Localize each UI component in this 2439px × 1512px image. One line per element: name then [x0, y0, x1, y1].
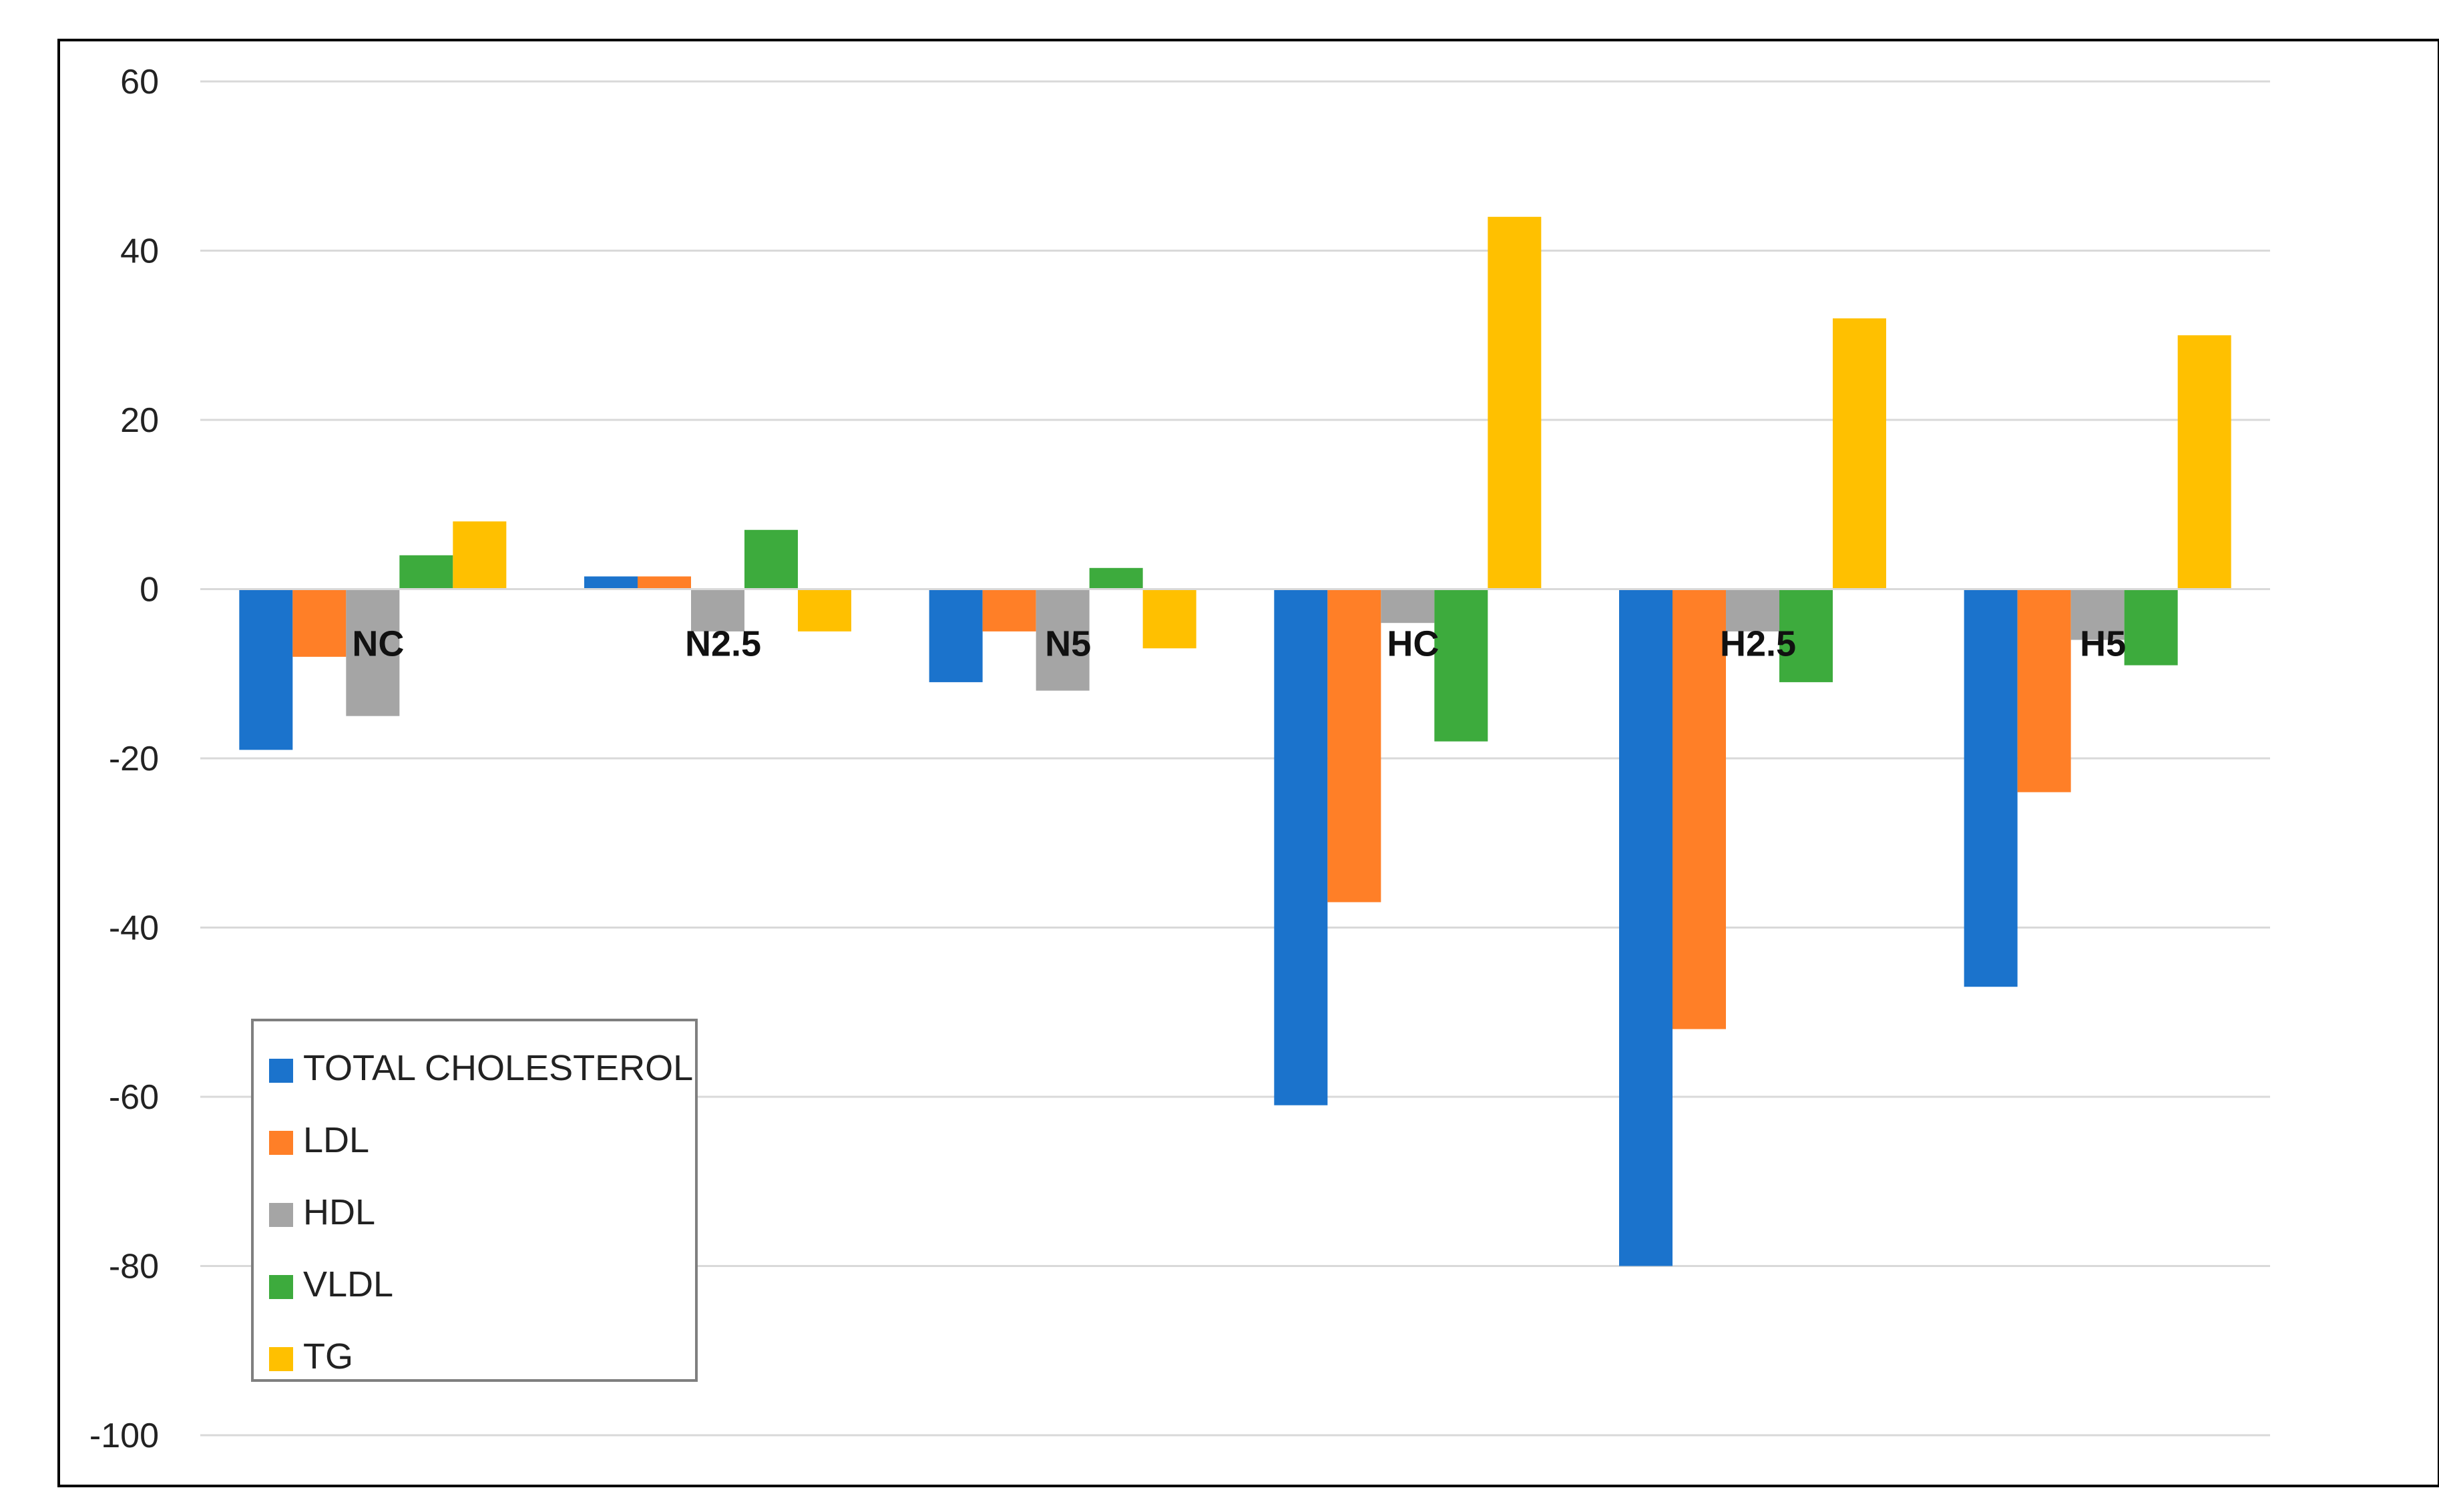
legend-label: VLDL: [303, 1264, 393, 1304]
bar-ldl-h5: [2017, 589, 2071, 792]
y-tick-label: -20: [109, 740, 159, 778]
bar-vldl-n5: [1089, 567, 1143, 589]
bar-total-cholesterol-h2-5: [1619, 589, 1673, 1266]
y-tick-label: 40: [120, 232, 159, 271]
bar-ldl-hc: [1327, 589, 1381, 903]
category-label: HC: [1387, 624, 1439, 664]
bar-vldl-h5: [2124, 589, 2178, 666]
y-tick-label: 60: [120, 63, 159, 101]
category-labels: NC N2.5 N5 HC H2.5 H5: [352, 624, 2126, 664]
bar-vldl-h2-5: [1779, 589, 1833, 682]
bar-total-cholesterol-n2-5: [584, 576, 638, 589]
bar-tg-nc: [453, 521, 507, 589]
category-label: NC: [352, 624, 404, 664]
bar-ldl-n5: [982, 589, 1036, 632]
bar-vldl-n2-5: [744, 529, 798, 589]
bar-ldl-n2-5: [638, 576, 691, 589]
legend-label: LDL: [303, 1120, 369, 1160]
bar-hdl-n5: [1036, 589, 1090, 691]
bar-ldl-nc: [292, 589, 347, 657]
bar-hdl-n2-5: [691, 589, 744, 632]
bar-vldl-nc: [399, 555, 453, 589]
bar-tg-hc: [1488, 216, 1542, 589]
legend-label: TG: [303, 1336, 353, 1376]
category-label: H2.5: [1720, 624, 1796, 664]
y-axis-tick-labels: 60 40 20 0 -20 -40 -60 -80 -100: [89, 63, 159, 1455]
bar-ldl-h2-5: [1673, 589, 1726, 1029]
legend-swatch: [269, 1203, 293, 1227]
y-tick-label: -40: [109, 909, 159, 948]
bar-tg-h5: [2177, 335, 2231, 589]
bar-total-cholesterol-n5: [929, 589, 983, 682]
bar-tg-h2-5: [1833, 318, 1886, 589]
bar-total-cholesterol-h5: [1964, 589, 2018, 987]
bar-hdl-h2-5: [1726, 589, 1779, 632]
bar-hdl-h5: [2070, 589, 2125, 640]
category-label: N2.5: [685, 624, 761, 664]
legend: TOTAL CHOLESTEROL LDL HDL VLDL TG: [251, 1019, 698, 1382]
y-tick-label: 0: [140, 571, 159, 609]
legend-swatch: [269, 1059, 293, 1083]
legend-swatch: [269, 1131, 293, 1155]
legend-label: HDL: [303, 1192, 375, 1232]
bars: [200, 216, 2270, 1266]
bar-total-cholesterol-hc: [1274, 589, 1328, 1105]
y-tick-label: -100: [89, 1417, 159, 1455]
category-label: N5: [1045, 624, 1091, 664]
bar-total-cholesterol-nc: [239, 589, 293, 750]
legend-swatch: [269, 1347, 293, 1371]
category-label: H5: [2080, 624, 2126, 664]
bar-hdl-hc: [1381, 589, 1435, 623]
bar-tg-n2-5: [798, 589, 851, 632]
y-tick-label: 20: [120, 401, 159, 440]
legend-label: TOTAL CHOLESTEROL: [303, 1048, 693, 1088]
bar-hdl-nc: [346, 589, 400, 716]
y-tick-label: -60: [109, 1078, 159, 1117]
legend-box: [251, 1019, 698, 1382]
legend-swatch: [269, 1275, 293, 1299]
bar-vldl-hc: [1434, 589, 1488, 742]
bar-tg-n5: [1142, 589, 1196, 649]
y-tick-label: -80: [109, 1248, 159, 1286]
